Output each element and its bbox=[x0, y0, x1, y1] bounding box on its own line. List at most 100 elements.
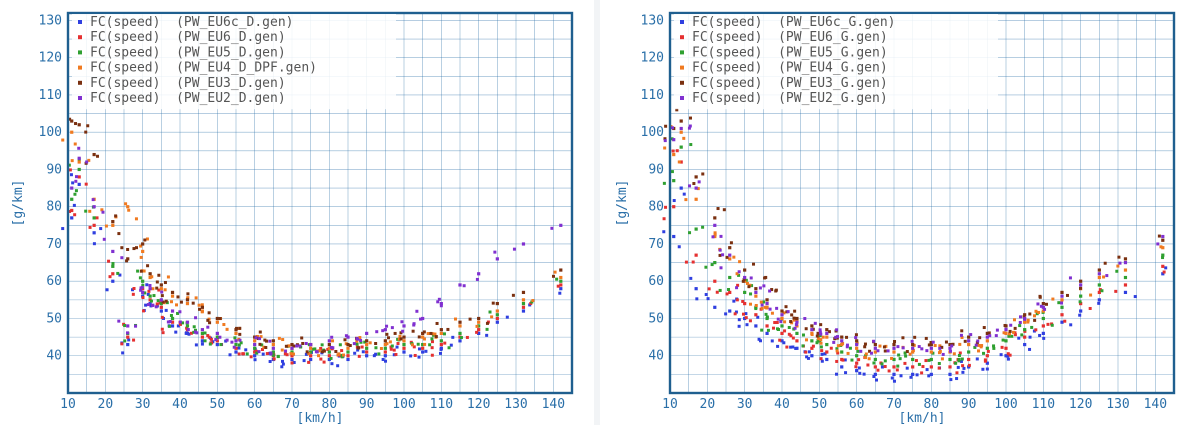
data-point bbox=[123, 339, 127, 343]
legend-label: FC(speed) (PW_EU4_G.gen) bbox=[692, 61, 888, 76]
data-point bbox=[718, 253, 722, 257]
data-point bbox=[749, 276, 753, 280]
data-point bbox=[374, 346, 378, 350]
data-point bbox=[903, 351, 907, 355]
y-tick-label: 70 bbox=[648, 237, 664, 252]
data-point bbox=[459, 336, 463, 340]
data-point bbox=[385, 332, 389, 336]
data-point bbox=[825, 342, 829, 347]
data-point bbox=[760, 303, 764, 307]
x-tick-label: 100 bbox=[994, 397, 1017, 412]
data-point bbox=[927, 374, 931, 378]
data-point bbox=[477, 324, 481, 328]
data-point bbox=[485, 333, 489, 337]
data-point bbox=[271, 339, 275, 343]
data-point bbox=[955, 371, 959, 375]
data-point bbox=[141, 283, 145, 287]
data-point bbox=[892, 350, 896, 354]
data-point bbox=[886, 349, 890, 353]
data-point bbox=[1026, 318, 1030, 322]
data-point bbox=[446, 327, 450, 331]
data-point bbox=[1079, 283, 1083, 287]
data-point bbox=[329, 345, 333, 349]
data-point bbox=[820, 359, 824, 363]
data-point bbox=[1046, 322, 1050, 326]
data-point bbox=[738, 260, 742, 264]
data-point bbox=[704, 265, 708, 269]
data-point bbox=[87, 158, 91, 162]
x-tick-label: 30 bbox=[737, 397, 753, 412]
data-point bbox=[682, 136, 686, 140]
data-point bbox=[101, 210, 105, 214]
series-5 bbox=[70, 146, 563, 356]
data-point bbox=[810, 328, 814, 332]
data-point bbox=[789, 320, 793, 324]
data-point bbox=[317, 354, 321, 358]
data-point bbox=[949, 378, 953, 382]
data-point bbox=[805, 355, 809, 359]
data-point bbox=[876, 349, 880, 353]
data-point bbox=[1079, 279, 1083, 283]
data-point bbox=[687, 126, 691, 130]
data-point bbox=[451, 335, 455, 339]
data-point bbox=[670, 126, 674, 130]
data-point bbox=[398, 334, 402, 338]
data-point bbox=[295, 344, 299, 348]
data-point bbox=[1079, 301, 1083, 306]
data-point bbox=[856, 349, 860, 353]
data-point bbox=[1105, 274, 1109, 278]
data-point bbox=[271, 353, 275, 357]
data-point bbox=[215, 316, 219, 321]
data-point bbox=[77, 182, 81, 186]
data-point bbox=[925, 368, 929, 372]
data-point bbox=[156, 299, 160, 303]
data-point bbox=[1030, 325, 1034, 329]
data-point bbox=[125, 259, 129, 263]
data-point bbox=[383, 346, 387, 350]
data-point bbox=[447, 346, 451, 350]
data-point bbox=[68, 168, 72, 172]
data-point bbox=[238, 338, 242, 342]
data-point bbox=[694, 287, 698, 291]
data-point bbox=[255, 351, 259, 355]
data-point bbox=[985, 335, 989, 339]
data-point bbox=[892, 379, 896, 383]
data-point bbox=[92, 223, 96, 227]
legend-marker bbox=[78, 65, 82, 70]
data-point bbox=[758, 339, 762, 343]
data-point bbox=[126, 342, 130, 347]
data-point bbox=[748, 319, 752, 323]
data-point bbox=[86, 124, 90, 128]
data-point bbox=[820, 352, 824, 356]
data-point bbox=[253, 339, 257, 343]
data-point bbox=[864, 356, 868, 360]
y-tick-label: 130 bbox=[39, 13, 62, 28]
legend-marker bbox=[680, 65, 684, 70]
data-point bbox=[948, 349, 952, 353]
data-point bbox=[728, 257, 732, 261]
data-point bbox=[477, 320, 481, 324]
data-point bbox=[961, 364, 965, 368]
data-point bbox=[745, 281, 749, 285]
data-point bbox=[477, 328, 481, 332]
data-point bbox=[765, 315, 769, 319]
data-point bbox=[157, 273, 161, 277]
x-tick-label: 80 bbox=[924, 397, 940, 412]
data-point bbox=[835, 328, 839, 332]
data-point bbox=[938, 349, 942, 353]
data-point bbox=[260, 348, 264, 352]
legend-label: FC(speed) (PW_EU2_G.gen) bbox=[692, 91, 888, 106]
data-point bbox=[149, 299, 153, 303]
data-point bbox=[1079, 294, 1083, 298]
x-tick-label: 110 bbox=[1032, 397, 1055, 412]
data-point bbox=[737, 318, 741, 322]
data-point bbox=[825, 357, 829, 362]
data-point bbox=[283, 352, 287, 356]
data-point bbox=[424, 349, 428, 353]
data-point bbox=[692, 182, 696, 186]
data-point bbox=[892, 357, 896, 362]
data-point bbox=[1088, 306, 1092, 310]
data-point bbox=[896, 345, 900, 349]
data-point bbox=[118, 273, 122, 277]
data-point bbox=[234, 350, 238, 354]
